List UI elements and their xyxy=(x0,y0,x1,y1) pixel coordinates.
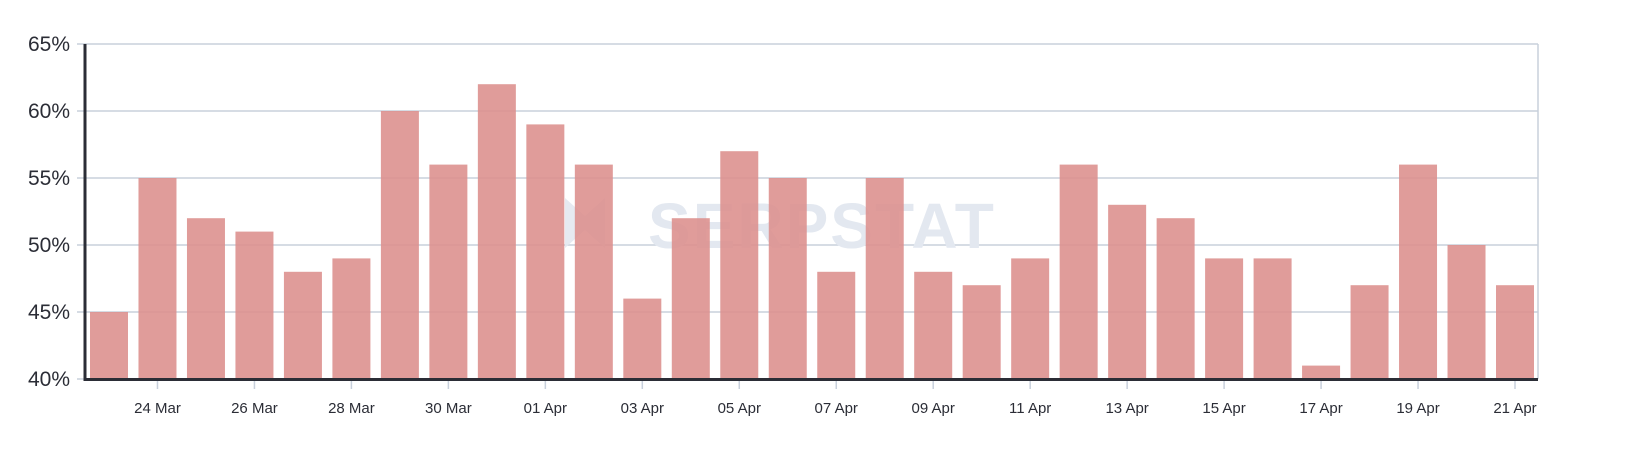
bar-26-mar[interactable] xyxy=(235,231,274,379)
bar-31-mar[interactable] xyxy=(477,84,516,379)
x-tick-label: 01 Apr xyxy=(524,400,567,417)
x-tick-label: 03 Apr xyxy=(621,400,664,417)
bar-07-apr[interactable] xyxy=(817,271,856,379)
x-tick-label: 30 Mar xyxy=(425,400,472,417)
bar-16-apr[interactable] xyxy=(1253,258,1292,379)
bar-23-mar[interactable] xyxy=(90,312,128,379)
bar-25-mar[interactable] xyxy=(186,218,225,379)
y-tick-label: 40% xyxy=(28,368,70,391)
x-tick-label: 19 Apr xyxy=(1396,400,1439,417)
bar-08-apr[interactable] xyxy=(865,178,904,379)
x-tick-label: 24 Mar xyxy=(134,400,181,417)
y-tick-label: 55% xyxy=(28,167,70,190)
bar-15-apr[interactable] xyxy=(1205,258,1244,379)
bar-09-apr[interactable] xyxy=(914,271,953,379)
bar-10-apr[interactable] xyxy=(962,285,1001,379)
bar-12-apr[interactable] xyxy=(1059,164,1098,379)
x-tick-label: 11 Apr xyxy=(1009,400,1051,417)
bar-27-mar[interactable] xyxy=(283,271,322,379)
x-axis-ticks: 24 Mar 26 Mar 28 Mar 30 Mar 01 Apr 03 Apr 05 A… xyxy=(134,381,1537,417)
x-tick-label: 17 Apr xyxy=(1299,400,1342,417)
y-tick-label: 65% xyxy=(28,33,70,56)
bar-30-mar[interactable] xyxy=(429,164,468,379)
x-tick-label: 05 Apr xyxy=(718,400,761,417)
y-tick-label: 45% xyxy=(28,301,70,324)
bar-24-mar[interactable] xyxy=(138,178,177,379)
bar-05-apr[interactable] xyxy=(720,151,759,379)
bar-02-apr[interactable] xyxy=(574,164,613,379)
x-tick-label: 15 Apr xyxy=(1202,400,1245,417)
bar-28-mar[interactable] xyxy=(332,258,371,379)
y-tick-label: 60% xyxy=(28,100,70,123)
bar-04-apr[interactable] xyxy=(671,218,710,379)
y-tick-label: 50% xyxy=(28,234,70,257)
bar-21-apr[interactable] xyxy=(1496,285,1534,379)
bar-06-apr[interactable] xyxy=(768,178,807,379)
x-tick-label: 26 Mar xyxy=(231,400,278,417)
bar-18-apr[interactable] xyxy=(1350,285,1389,379)
bar-29-mar[interactable] xyxy=(380,111,419,379)
bar-11-apr[interactable] xyxy=(1011,258,1050,379)
x-tick-label: 21 Apr xyxy=(1493,400,1536,417)
bar-19-apr[interactable] xyxy=(1399,164,1438,379)
bar-17-apr[interactable] xyxy=(1302,365,1341,379)
bar-13-apr[interactable] xyxy=(1108,204,1147,379)
bars xyxy=(90,84,1534,380)
x-tick-label: 13 Apr xyxy=(1105,400,1148,417)
bar-01-apr[interactable] xyxy=(526,124,565,380)
x-tick-label: 07 Apr xyxy=(815,400,858,417)
y-axis-labels: 40% 45% 50% 55% 60% 65% xyxy=(28,33,70,391)
x-tick-label: 09 Apr xyxy=(912,400,955,417)
bar-03-apr[interactable] xyxy=(623,298,662,379)
x-tick-label: 28 Mar xyxy=(328,400,375,417)
bar-14-apr[interactable] xyxy=(1156,218,1195,379)
bar-20-apr[interactable] xyxy=(1447,245,1486,379)
